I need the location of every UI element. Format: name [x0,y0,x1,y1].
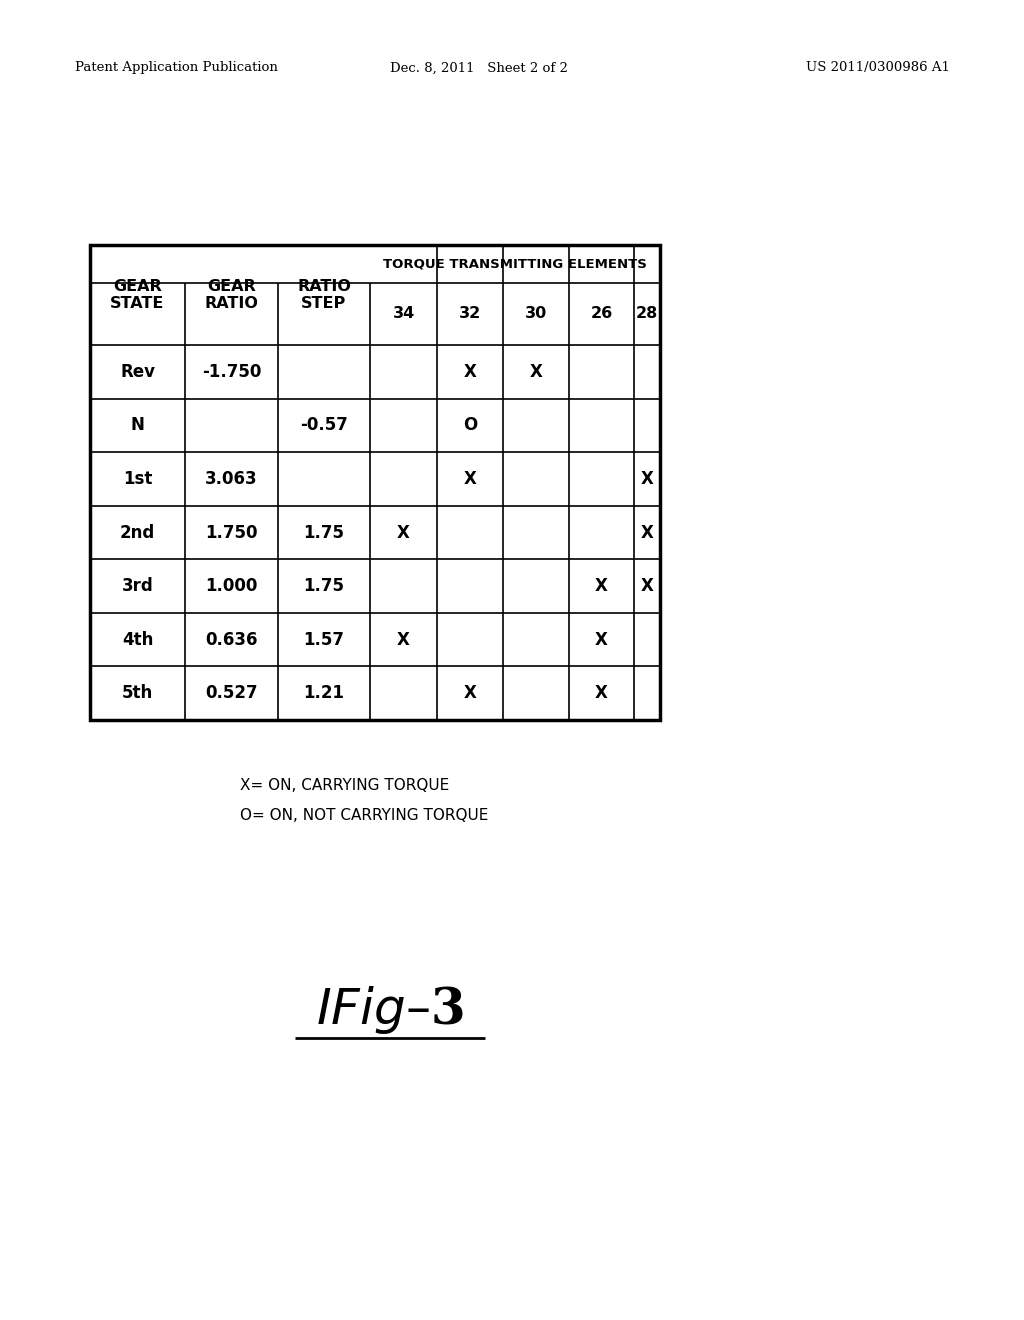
Text: US 2011/0300986 A1: US 2011/0300986 A1 [806,62,950,74]
Text: X: X [595,631,608,648]
Text: Dec. 8, 2011   Sheet 2 of 2: Dec. 8, 2011 Sheet 2 of 2 [390,62,568,74]
Text: Rev: Rev [120,363,155,380]
Text: TORQUE TRANSMITTING ELEMENTS: TORQUE TRANSMITTING ELEMENTS [383,257,647,271]
Text: -0.57: -0.57 [300,416,348,434]
Text: 4th: 4th [122,631,154,648]
Text: GEAR
STATE: GEAR STATE [111,279,165,312]
Text: 34: 34 [392,306,415,322]
Text: X: X [595,684,608,702]
Text: 30: 30 [525,306,547,322]
Text: RATIO
STEP: RATIO STEP [297,279,351,312]
Text: X: X [397,524,410,541]
Bar [90,246,660,719]
Text: 0.636: 0.636 [205,631,258,648]
Text: 0.527: 0.527 [205,684,258,702]
Text: 26: 26 [591,306,612,322]
Text: 2nd: 2nd [120,524,155,541]
Text: 3.063: 3.063 [205,470,258,488]
Text: 1.000: 1.000 [206,577,258,595]
Text: 1.75: 1.75 [303,577,344,595]
Text: 28: 28 [636,306,658,322]
Text: GEAR
RATIO: GEAR RATIO [205,279,258,312]
Text: 1.21: 1.21 [303,684,344,702]
Text: Patent Application Publication: Patent Application Publication [75,62,278,74]
Text: X: X [397,631,410,648]
Text: 5th: 5th [122,684,154,702]
Text: O= ON, NOT CARRYING TORQUE: O= ON, NOT CARRYING TORQUE [240,808,488,822]
Text: 1.57: 1.57 [303,631,344,648]
Text: X= ON, CARRYING TORQUE: X= ON, CARRYING TORQUE [240,777,450,792]
Text: X: X [529,363,543,380]
Text: N: N [131,416,144,434]
Text: $\it{IFig}$–3: $\it{IFig}$–3 [316,983,464,1036]
Text: 1st: 1st [123,470,153,488]
Text: 1.750: 1.750 [205,524,258,541]
Text: X: X [641,577,653,595]
Text: 32: 32 [459,306,481,322]
Text: -1.750: -1.750 [202,363,261,380]
Text: X: X [641,470,653,488]
Text: X: X [641,524,653,541]
Text: X: X [595,577,608,595]
Text: X: X [464,470,476,488]
Text: X: X [464,684,476,702]
Text: X: X [464,363,476,380]
Text: 1.75: 1.75 [303,524,344,541]
Text: O: O [463,416,477,434]
Text: 3rd: 3rd [122,577,154,595]
